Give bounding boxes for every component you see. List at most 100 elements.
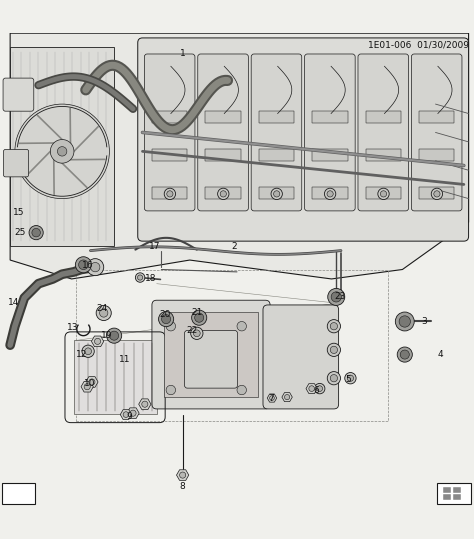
Circle shape — [91, 262, 100, 272]
Bar — [259, 149, 294, 161]
FancyBboxPatch shape — [305, 54, 355, 211]
FancyBboxPatch shape — [3, 78, 34, 111]
Circle shape — [79, 260, 88, 270]
Text: 22: 22 — [186, 327, 198, 335]
Polygon shape — [81, 382, 93, 392]
Circle shape — [327, 191, 333, 197]
Text: 20: 20 — [159, 310, 171, 319]
Text: 13: 13 — [67, 323, 78, 331]
Circle shape — [15, 104, 109, 198]
Polygon shape — [127, 408, 139, 418]
Circle shape — [94, 338, 100, 344]
Circle shape — [397, 347, 412, 362]
Text: 1E01-006  01/30/2009: 1E01-006 01/30/2009 — [367, 40, 469, 49]
FancyBboxPatch shape — [411, 54, 462, 211]
Polygon shape — [120, 410, 132, 419]
Circle shape — [400, 350, 410, 359]
Circle shape — [75, 257, 91, 273]
Circle shape — [29, 225, 43, 240]
Circle shape — [158, 312, 173, 327]
Text: 9: 9 — [127, 412, 132, 421]
Circle shape — [309, 386, 315, 391]
Text: 15: 15 — [13, 208, 24, 217]
FancyBboxPatch shape — [184, 330, 237, 388]
Bar — [205, 111, 241, 123]
FancyBboxPatch shape — [3, 149, 28, 177]
Text: jk: jk — [15, 488, 23, 499]
Circle shape — [130, 410, 136, 416]
Circle shape — [327, 343, 340, 356]
Circle shape — [100, 309, 108, 317]
Text: 1: 1 — [180, 49, 185, 58]
Circle shape — [218, 188, 229, 199]
Circle shape — [191, 327, 203, 340]
Bar — [312, 111, 347, 123]
Circle shape — [399, 316, 410, 327]
Bar — [205, 187, 241, 198]
Bar — [365, 187, 401, 198]
Circle shape — [180, 472, 186, 478]
Circle shape — [315, 383, 325, 394]
Polygon shape — [10, 47, 114, 246]
Text: 23: 23 — [334, 293, 346, 301]
Circle shape — [317, 386, 323, 391]
Bar — [152, 187, 187, 198]
Circle shape — [85, 348, 91, 355]
Bar — [453, 494, 462, 500]
Circle shape — [167, 191, 173, 197]
Circle shape — [32, 229, 40, 237]
Bar — [443, 487, 451, 493]
Circle shape — [166, 385, 175, 395]
Circle shape — [273, 191, 280, 197]
Text: 21: 21 — [191, 308, 202, 316]
Bar — [453, 487, 462, 493]
Polygon shape — [86, 377, 98, 388]
Circle shape — [270, 396, 274, 400]
Circle shape — [96, 306, 111, 321]
Bar — [419, 149, 455, 161]
Bar — [152, 111, 187, 123]
Text: 4: 4 — [438, 350, 443, 359]
Circle shape — [84, 384, 90, 390]
Bar — [419, 187, 455, 198]
Bar — [76, 270, 388, 421]
Text: 24: 24 — [97, 304, 108, 313]
Circle shape — [123, 412, 129, 417]
Polygon shape — [176, 470, 189, 480]
Polygon shape — [139, 399, 151, 410]
Circle shape — [331, 292, 341, 302]
Circle shape — [434, 191, 440, 197]
Bar — [74, 341, 156, 413]
Circle shape — [395, 312, 414, 331]
Bar — [312, 187, 347, 198]
FancyBboxPatch shape — [152, 300, 270, 409]
Polygon shape — [282, 392, 292, 402]
Circle shape — [327, 320, 340, 333]
Circle shape — [378, 188, 389, 199]
Circle shape — [57, 147, 67, 156]
Bar — [419, 111, 455, 123]
Circle shape — [220, 191, 227, 197]
Circle shape — [347, 375, 354, 381]
Circle shape — [89, 379, 95, 385]
Bar — [259, 187, 294, 198]
FancyBboxPatch shape — [2, 482, 35, 505]
Polygon shape — [91, 336, 104, 347]
Text: 18: 18 — [145, 273, 157, 282]
Text: 8: 8 — [180, 482, 185, 492]
Circle shape — [271, 188, 283, 199]
FancyBboxPatch shape — [358, 54, 409, 211]
Circle shape — [164, 188, 175, 199]
Circle shape — [327, 371, 340, 385]
Circle shape — [345, 372, 356, 384]
Text: 2: 2 — [232, 243, 237, 251]
Bar — [205, 149, 241, 161]
Circle shape — [193, 330, 200, 337]
Text: 10: 10 — [84, 379, 95, 389]
Polygon shape — [267, 394, 277, 402]
Text: 16: 16 — [82, 261, 94, 270]
Circle shape — [237, 385, 246, 395]
Text: 6: 6 — [313, 385, 319, 395]
Circle shape — [137, 275, 143, 280]
Text: 7: 7 — [268, 393, 274, 403]
